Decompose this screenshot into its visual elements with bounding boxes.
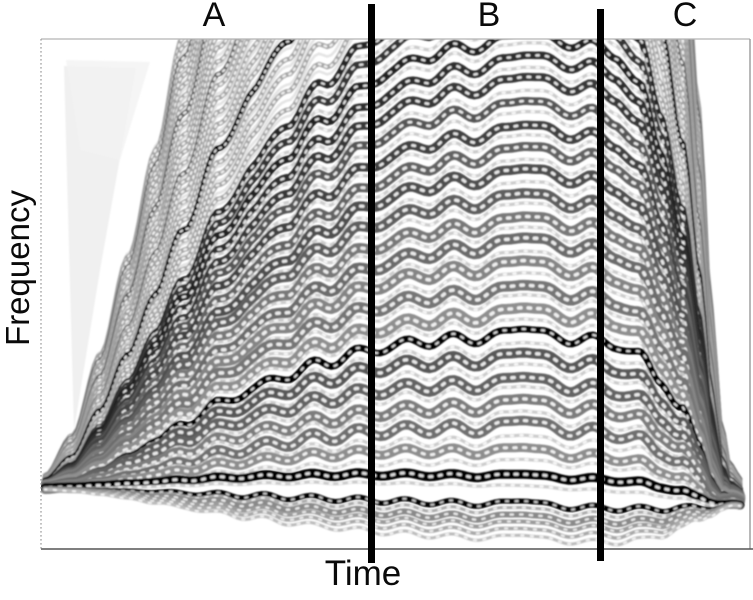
harmonic-bead-dots <box>43 397 742 502</box>
harmonic-line <box>41 211 745 502</box>
lower-fan-bead-dots <box>44 488 741 540</box>
section-label-a: A <box>202 0 226 34</box>
harmonic-line <box>42 39 743 494</box>
harmonic-bead-dots <box>43 39 742 487</box>
harmonic-bead-dots <box>43 283 742 501</box>
harmonic-bead-dots <box>43 480 742 509</box>
harmonic-fan <box>41 39 746 547</box>
harmonic-bead-dots <box>43 99 742 497</box>
harmonic-bead-dots <box>43 317 742 502</box>
section-divider-line-1 <box>368 4 375 563</box>
lower-fan-line <box>43 487 742 534</box>
harmonic-bead-dots <box>43 471 742 507</box>
harmonic-bead-dots <box>43 409 742 504</box>
harmonic-bead-dots <box>43 39 742 493</box>
harmonic-bead-dots <box>43 39 742 486</box>
harmonic-bead-dots <box>43 375 742 503</box>
background-smudge <box>66 60 150 160</box>
lower-fan-bead-dots <box>43 488 742 526</box>
section-label-b: B <box>477 0 501 34</box>
harmonic-bead-dots <box>43 54 742 494</box>
harmonic-bead-dots <box>43 258 742 501</box>
harmonic-line <box>42 39 743 492</box>
harmonic-bead-dots <box>43 327 742 501</box>
lower-fan-bead-dots <box>44 488 741 546</box>
harmonic-bead-dots <box>43 39 742 495</box>
harmonic-bead-dots <box>43 39 742 489</box>
harmonic-bead-dots <box>43 350 742 503</box>
harmonic-bead-dots <box>43 133 742 498</box>
section-label-c: C <box>672 0 698 34</box>
harmonic-line <box>42 39 743 493</box>
section-divider-line-2 <box>597 9 604 561</box>
lower-fan-bead-dots <box>44 488 741 513</box>
harmonic-bead-dots <box>43 110 742 496</box>
x-axis-label: Time <box>324 554 402 593</box>
harmonic-bead-dots <box>43 75 742 496</box>
harmonic-bead-dots <box>43 89 742 495</box>
y-axis-label: Frequency <box>0 190 36 346</box>
harmonic-line <box>42 39 743 491</box>
harmonic-bead-dots <box>43 305 742 500</box>
harmonic-bead-dots <box>43 123 742 497</box>
harmonic-bead-dots <box>43 418 742 505</box>
harmonic-bead-dots <box>43 445 742 507</box>
